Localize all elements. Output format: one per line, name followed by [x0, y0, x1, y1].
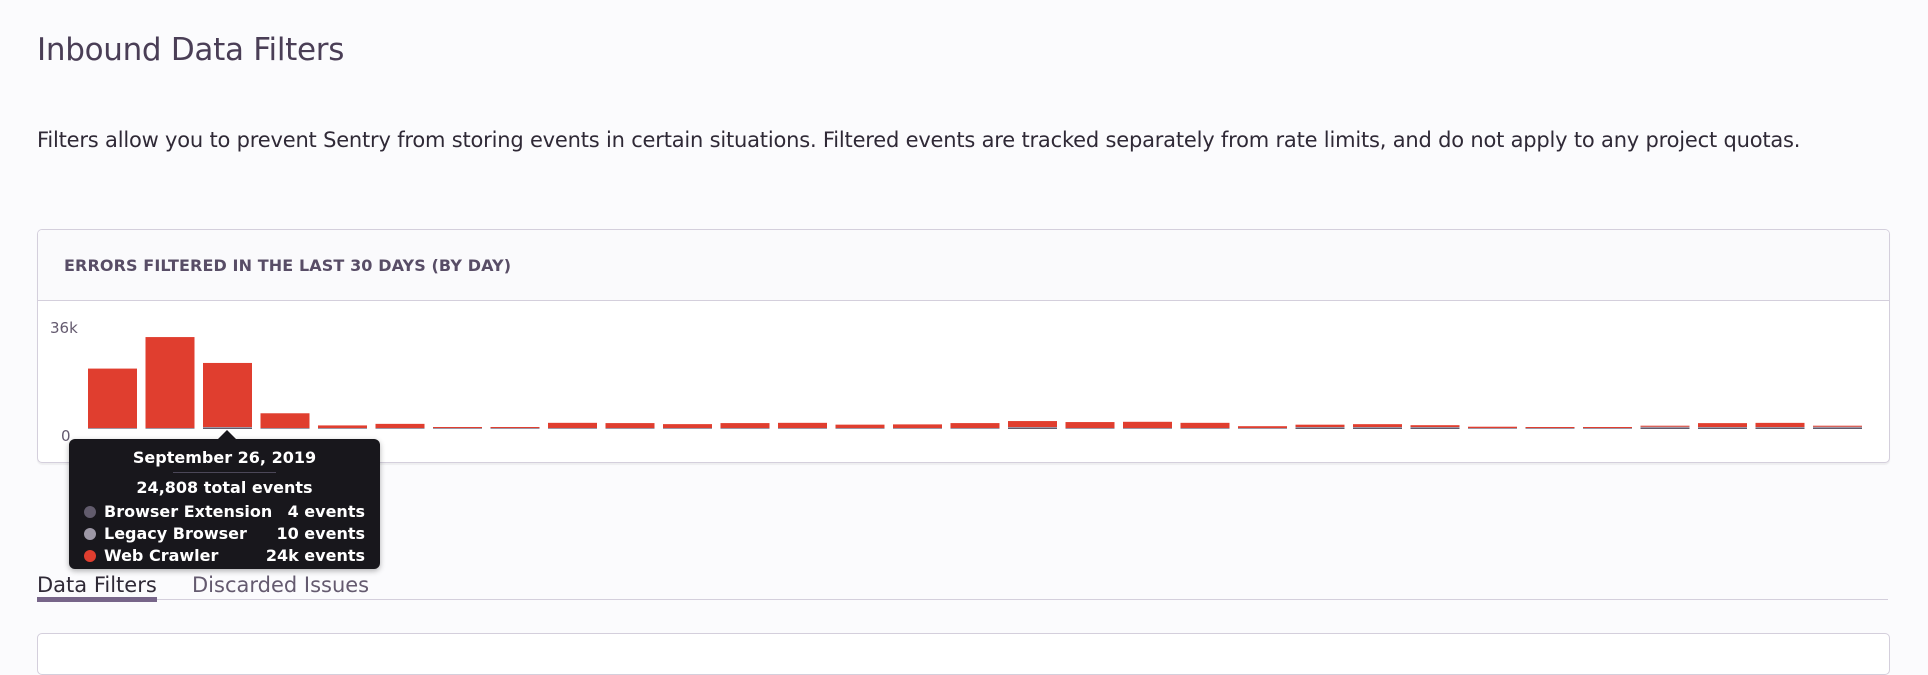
bar-legacy-browser[interactable]: [1008, 427, 1057, 428]
bar-browser-extension[interactable]: [1410, 428, 1460, 429]
tooltip-row-value: 24k events: [265, 546, 365, 565]
page-description: Filters allow you to prevent Sentry from…: [37, 128, 1801, 152]
bar-legacy-browser[interactable]: [1640, 426, 1690, 428]
bar-legacy-browser[interactable]: [1065, 428, 1115, 429]
bar-legacy-browser[interactable]: [720, 428, 770, 429]
bar-web-crawler[interactable]: [950, 423, 1000, 428]
tooltip-row-browser-extension: Browser Extension 4 events: [84, 502, 365, 521]
y-tick-label-max: 36k: [50, 319, 78, 337]
bar-browser-extension[interactable]: [1813, 428, 1862, 429]
bar-web-crawler[interactable]: [1698, 423, 1747, 427]
bar-web-crawler[interactable]: [548, 422, 597, 428]
bar-web-crawler[interactable]: [433, 427, 482, 428]
bar-web-crawler[interactable]: [1755, 422, 1805, 427]
tooltip-row-value: 10 events: [276, 524, 365, 543]
bar-browser-extension[interactable]: [203, 428, 252, 429]
bar-legacy-browser[interactable]: [1180, 428, 1230, 429]
series-dot-icon: [84, 549, 96, 562]
filtered-errors-bar-chart: 36k 0: [50, 319, 1862, 445]
card-header-title: ERRORS FILTERED IN THE LAST 30 DAYS (BY …: [64, 255, 512, 275]
bar-web-crawler[interactable]: [1123, 421, 1172, 428]
bar-legacy-browser[interactable]: [1123, 428, 1172, 429]
bar-web-crawler[interactable]: [88, 368, 137, 428]
bar-web-crawler[interactable]: [145, 337, 195, 428]
bar-legacy-browser[interactable]: [1583, 428, 1632, 429]
bar-legacy-browser[interactable]: [1238, 428, 1287, 429]
bar-legacy-browser[interactable]: [1755, 427, 1805, 428]
bar-web-crawler[interactable]: [375, 423, 425, 428]
bar-legacy-browser[interactable]: [778, 428, 827, 429]
tab-data-filters[interactable]: Data Filters: [37, 573, 157, 602]
card-header: ERRORS FILTERED IN THE LAST 30 DAYS (BY …: [38, 230, 1889, 301]
bar-legacy-browser[interactable]: [1410, 427, 1460, 428]
bar-web-crawler[interactable]: [1065, 422, 1115, 428]
bar-legacy-browser[interactable]: [203, 427, 252, 428]
bar-legacy-browser[interactable]: [145, 428, 195, 429]
bar-browser-extension[interactable]: [1698, 428, 1747, 429]
bar-legacy-browser[interactable]: [433, 428, 482, 429]
bar-web-crawler[interactable]: [605, 423, 655, 428]
bar-web-crawler[interactable]: [1468, 426, 1517, 428]
bar-legacy-browser[interactable]: [1813, 426, 1862, 428]
bar-web-crawler[interactable]: [1583, 427, 1632, 428]
chart-tooltip: September 26, 2019 24,808 total events B…: [69, 430, 380, 569]
filter-tabs: Data Filters Discarded Issues: [37, 538, 1888, 602]
bar-web-crawler[interactable]: [893, 424, 942, 428]
bar-web-crawler[interactable]: [663, 424, 712, 428]
tooltip-date: September 26, 2019: [132, 448, 317, 467]
bar-browser-extension[interactable]: [1640, 428, 1690, 429]
bar-legacy-browser[interactable]: [490, 428, 540, 429]
bar-legacy-browser[interactable]: [605, 428, 655, 429]
bar-web-crawler[interactable]: [835, 424, 885, 428]
bar-browser-extension[interactable]: [1755, 428, 1805, 429]
errors-filtered-card: ERRORS FILTERED IN THE LAST 30 DAYS (BY …: [37, 229, 1890, 463]
tooltip-row-label: Web Crawler: [104, 546, 219, 565]
filters-list-card: [37, 633, 1890, 675]
tooltip-row-label: Browser Extension: [104, 502, 273, 521]
tab-discarded-issues[interactable]: Discarded Issues: [192, 573, 370, 597]
bar-legacy-browser[interactable]: [950, 428, 1000, 429]
bar-legacy-browser[interactable]: [835, 428, 885, 429]
bar-browser-extension[interactable]: [1295, 428, 1345, 429]
bar-web-crawler[interactable]: [1525, 427, 1575, 428]
bar-web-crawler[interactable]: [260, 413, 310, 428]
bar-legacy-browser[interactable]: [318, 428, 367, 429]
bar-legacy-browser[interactable]: [1295, 427, 1345, 428]
tooltip-divider: [173, 472, 276, 473]
tooltip-row-value: 4 events: [287, 502, 365, 521]
series-dot-icon: [84, 527, 96, 540]
tooltip-row-web-crawler: Web Crawler 24k events: [84, 546, 365, 565]
bar-legacy-browser[interactable]: [88, 428, 137, 429]
bar-legacy-browser[interactable]: [1353, 427, 1402, 428]
bar-web-crawler[interactable]: [778, 422, 827, 428]
bar-browser-extension[interactable]: [1008, 428, 1057, 429]
bar-legacy-browser[interactable]: [663, 428, 712, 429]
bar-web-crawler[interactable]: [318, 425, 367, 428]
page-title: Inbound Data Filters: [37, 32, 345, 68]
bar-legacy-browser[interactable]: [375, 428, 425, 429]
bar-legacy-browser[interactable]: [548, 428, 597, 429]
tooltip-row-label: Legacy Browser: [104, 524, 247, 543]
bar-browser-extension[interactable]: [1353, 428, 1402, 429]
bar-web-crawler[interactable]: [1238, 426, 1287, 428]
bar-web-crawler[interactable]: [1353, 424, 1402, 427]
bar-legacy-browser[interactable]: [260, 428, 310, 429]
bar-web-crawler[interactable]: [1410, 425, 1460, 427]
tooltip-row-legacy-browser: Legacy Browser 10 events: [84, 524, 365, 543]
series-dot-icon: [84, 505, 96, 518]
bar-web-crawler[interactable]: [720, 423, 770, 428]
bar-legacy-browser[interactable]: [1468, 428, 1517, 429]
bar-legacy-browser[interactable]: [1525, 428, 1575, 429]
y-tick-label-zero: 0: [61, 427, 71, 445]
bar-web-crawler[interactable]: [1295, 424, 1345, 427]
bar-web-crawler[interactable]: [1813, 425, 1862, 427]
bar-web-crawler[interactable]: [490, 427, 540, 428]
bar-legacy-browser[interactable]: [1698, 427, 1747, 428]
bar-web-crawler[interactable]: [203, 362, 252, 427]
bar-web-crawler[interactable]: [1008, 421, 1057, 427]
bar-web-crawler[interactable]: [1180, 422, 1230, 428]
bar-web-crawler[interactable]: [1640, 425, 1690, 427]
tooltip-total: 24,808 total events: [136, 478, 313, 497]
bar-legacy-browser[interactable]: [893, 428, 942, 429]
